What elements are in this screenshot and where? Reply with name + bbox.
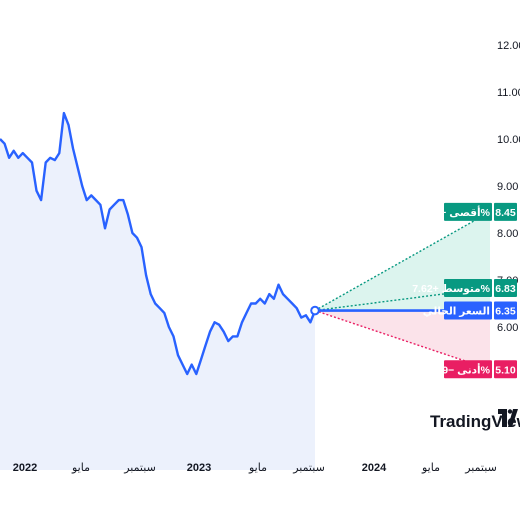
- average-value-box: [494, 278, 517, 297]
- average-label-box: [444, 278, 492, 297]
- average-value: 6.83: [495, 283, 516, 295]
- last-price-point: [310, 305, 320, 316]
- current-value: 6.35: [495, 306, 516, 318]
- high-value-box: [494, 202, 517, 221]
- low-label-box: [444, 360, 492, 379]
- low-forecast-line: [314, 309, 491, 370]
- average-label: متوسط +7.62%: [412, 283, 490, 295]
- x-tick-label: 2023: [187, 462, 211, 474]
- current-label-box: [444, 301, 492, 320]
- current-value-box: [494, 301, 517, 320]
- x-tick-label: 2024: [362, 462, 387, 474]
- y-tick-label: 12.00: [497, 40, 520, 52]
- current-label: السعر الحالي: [423, 306, 490, 318]
- high-forecast-line: [314, 211, 491, 312]
- y-tick-label: 9.00: [497, 181, 518, 193]
- average-forecast-line: [314, 287, 491, 312]
- x-axis: 2022 مايو سبتمبر 2023 مايو سبتمبر 2024 مايو سبتم…: [13, 462, 497, 474]
- x-tick-label: سبتمبر: [464, 462, 497, 474]
- x-tick-label: سبتمبر: [123, 462, 156, 474]
- x-tick-label: مايو: [71, 462, 90, 474]
- high-label-box: [444, 202, 492, 221]
- forecast-labels: أقصى +33.07% 8.45 متوسط +7.62% 6.83 السعر ال…: [412, 202, 517, 379]
- low-label: أدنى −19.69%: [422, 362, 491, 376]
- y-tick-label: 6.00: [497, 322, 518, 334]
- price-line: [0, 111, 317, 376]
- y-tick-label: 11.00: [497, 87, 520, 99]
- y-tick-label: 10.00: [497, 134, 520, 146]
- x-tick-label: مايو: [421, 462, 440, 474]
- high-value: 8.45: [495, 207, 516, 219]
- high-label: أقصى +33.07%: [414, 205, 491, 219]
- brand-name: TradingView: [430, 412, 520, 431]
- low-value: 5.10: [495, 364, 516, 376]
- y-tick-label: 8.00: [497, 228, 518, 240]
- price-series: [0, 111, 317, 470]
- low-value-box: [494, 360, 517, 379]
- x-tick-label: سبتمبر: [292, 462, 325, 474]
- tradingview-logo: TradingView: [430, 409, 520, 431]
- tv-logo-icon: [498, 409, 518, 427]
- x-tick-label: 2022: [13, 462, 37, 474]
- x-tick-label: مايو: [248, 462, 267, 474]
- price-area: [0, 113, 315, 470]
